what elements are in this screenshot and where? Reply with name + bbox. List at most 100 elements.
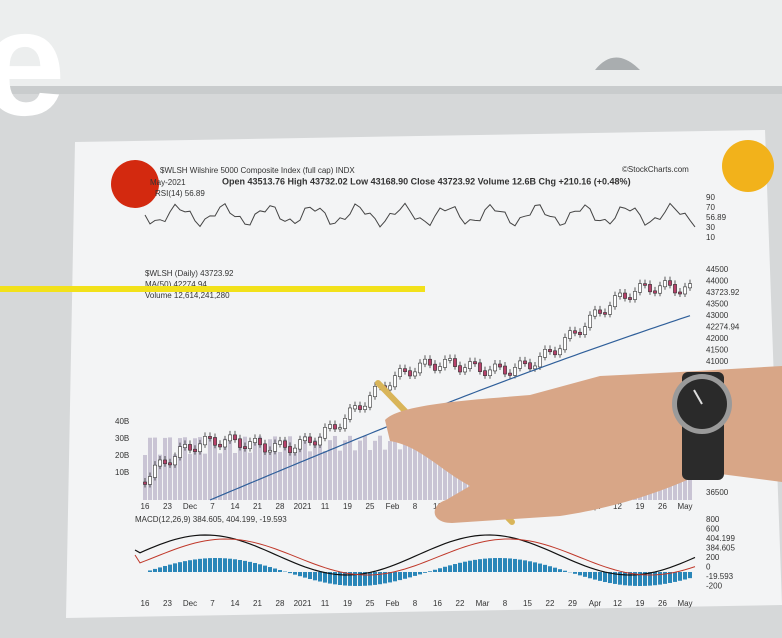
candle (663, 280, 667, 288)
macd-bar (243, 560, 247, 572)
volume-bar (378, 435, 382, 500)
candle (408, 370, 412, 377)
macd-bar (618, 572, 622, 585)
candle (478, 362, 482, 372)
macd-bar (428, 571, 432, 572)
volume-bar (288, 436, 292, 500)
volume-bar (383, 449, 387, 500)
candle (623, 292, 627, 299)
candle (318, 436, 322, 446)
macd-axis-label: -19.593 (706, 572, 734, 581)
candle (353, 405, 357, 410)
candle (493, 363, 497, 372)
candle (533, 365, 537, 370)
candle (553, 350, 557, 356)
volume-bar (323, 450, 327, 500)
volume-bar (363, 435, 367, 500)
volume-bar (393, 435, 397, 500)
macd-bar (163, 565, 167, 572)
volume-bar (273, 436, 277, 500)
macd-bar (668, 572, 672, 583)
volume-bar (428, 448, 432, 500)
red-magnet (111, 160, 159, 208)
volume-bar (243, 436, 247, 500)
volume-bar (308, 451, 312, 500)
price-axis-label: 43723.92 (706, 288, 740, 297)
macd-bar (553, 567, 557, 572)
candle (448, 358, 452, 361)
macd-bar (213, 558, 217, 572)
macd-bar (588, 572, 592, 579)
macd-bar (443, 566, 447, 572)
volume-axis-label: 10B (115, 468, 129, 477)
macd-bar (623, 572, 627, 586)
candle (253, 438, 257, 443)
volume-bar (338, 450, 342, 500)
macd-bar (593, 572, 597, 580)
price-axis-label: 41500 (706, 346, 729, 355)
volume-bar (438, 435, 442, 500)
macd-axis-label: 384.605 (706, 544, 735, 553)
candle (268, 450, 272, 453)
date-label: 21 (253, 599, 262, 608)
macd-bar (493, 558, 497, 572)
date-label: 11 (321, 502, 330, 511)
date-label: 14 (231, 502, 240, 511)
candle (373, 386, 377, 398)
candle (423, 358, 427, 365)
candle (468, 361, 472, 369)
macd-bar (583, 572, 587, 577)
candle (518, 360, 522, 369)
volume-bar (223, 438, 227, 500)
macd-bar (503, 558, 507, 572)
candle (153, 464, 157, 478)
candle (173, 456, 177, 466)
macd-axis-label: 600 (706, 525, 720, 534)
date-label: May (677, 599, 692, 608)
macd-bar (453, 564, 457, 572)
macd-bar (193, 559, 197, 572)
candle (363, 405, 367, 410)
date-label: 15 (523, 599, 532, 608)
macd-bar (358, 572, 362, 586)
date-label: Feb (386, 599, 400, 608)
macd-bar (198, 558, 202, 572)
candle (283, 440, 287, 448)
macd-bar (383, 572, 387, 584)
candle (443, 359, 447, 368)
macd-bar (438, 568, 442, 572)
macd-bar (338, 572, 342, 586)
macd-bar (523, 560, 527, 572)
macd-bar (183, 561, 187, 572)
candle (368, 395, 372, 408)
candle (588, 314, 592, 328)
volume-bar (143, 455, 147, 500)
macd-bar (653, 572, 657, 586)
macd-bar (153, 568, 157, 572)
macd-bar (398, 572, 402, 581)
candle (313, 441, 317, 446)
candle (688, 283, 692, 289)
date-label: 16 (433, 599, 442, 608)
candle (543, 349, 547, 358)
date-label: 26 (658, 599, 667, 608)
macd-bar (413, 572, 417, 576)
date-label: 23 (163, 502, 172, 511)
macd-bar (228, 558, 232, 572)
candle (633, 291, 637, 300)
volume-bar (193, 438, 197, 500)
quote: Open 43513.76 High 43732.02 Low 43168.90… (222, 176, 631, 186)
macd-bar (498, 558, 502, 572)
rsi-axis-label: 56.89 (706, 213, 727, 222)
volume-bar (433, 441, 437, 500)
volume-bar (313, 439, 317, 500)
candle (603, 312, 607, 315)
macd-axis-label: 800 (706, 515, 720, 524)
board-frame (0, 0, 782, 92)
price-legend: MA(50) 42274.94 (145, 280, 207, 289)
volume-bar (183, 437, 187, 500)
volume-bar (168, 437, 172, 500)
volume-bar (238, 438, 242, 500)
candle (208, 436, 212, 439)
macd-bar (173, 563, 177, 572)
